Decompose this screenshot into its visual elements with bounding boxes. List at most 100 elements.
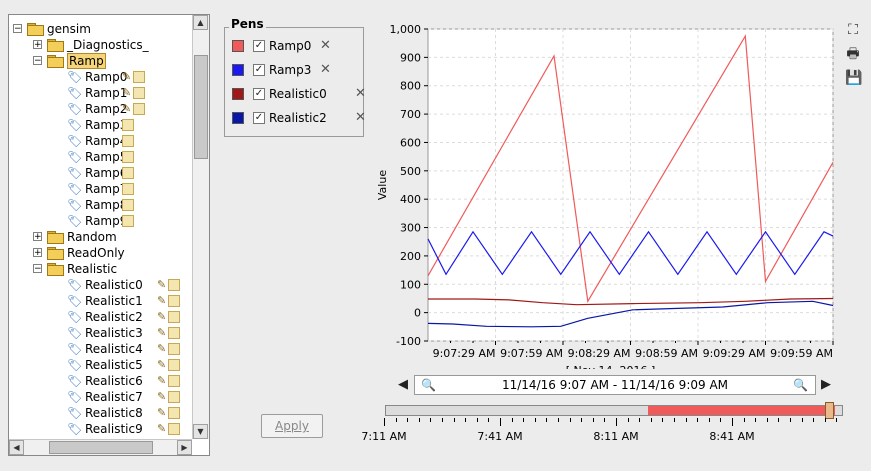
tag-properties-icon[interactable]	[168, 295, 180, 307]
pen-visible-checkbox[interactable]: ✓	[253, 112, 265, 124]
timeline-tick	[418, 418, 420, 422]
remove-pen-icon[interactable]: ✕	[355, 110, 366, 125]
tag-properties-icon[interactable]	[168, 327, 180, 339]
collapse-icon[interactable]: −	[33, 56, 42, 66]
expand-icon[interactable]: +	[33, 232, 42, 242]
pen-color-swatch[interactable]	[232, 64, 244, 76]
tree-tag-node[interactable]: 🏷 Ramp8	[9, 197, 192, 213]
remove-pen-icon[interactable]: ✕	[355, 86, 366, 101]
x-tick-label: 9:07:59 AM	[500, 347, 563, 360]
tree-tag-node[interactable]: 🏷 Ramp9	[9, 213, 192, 229]
timeline-handle[interactable]	[825, 402, 835, 419]
tree-node-label: Ramp7	[85, 182, 128, 196]
expand-icon[interactable]: +	[33, 248, 42, 258]
tree-tag-node[interactable]: 🏷 Realistic3 ✎	[9, 325, 192, 341]
tree-node-label: Ramp3	[85, 118, 128, 132]
pen-visible-checkbox[interactable]: ✓	[253, 64, 265, 76]
range-back-icon[interactable]: ◀	[398, 377, 408, 392]
series-line-ramp0[interactable]	[427, 34, 834, 304]
tag-properties-icon[interactable]	[168, 375, 180, 387]
zoom-in-icon[interactable]: 🔍	[793, 378, 808, 392]
pen-color-swatch[interactable]	[232, 112, 244, 124]
range-forward-icon[interactable]: ▶	[821, 377, 831, 392]
tree-tag-node[interactable]: 🏷 Realistic5 ✎	[9, 357, 192, 373]
timeline-tick	[546, 418, 548, 422]
remove-pen-icon[interactable]: ✕	[320, 38, 331, 53]
tree-tag-node[interactable]: 🏷 Ramp6	[9, 165, 192, 181]
tag-properties-icon[interactable]	[133, 87, 145, 99]
timeline-tick	[581, 418, 583, 422]
remove-pen-icon[interactable]: ✕	[320, 62, 331, 77]
tree-folder-node[interactable]: − gensim	[9, 21, 192, 37]
tag-properties-icon[interactable]	[122, 215, 134, 227]
timeline-bar[interactable]	[385, 402, 843, 419]
trend-chart[interactable]: -100 0 100 200 300 400 500 600 700 800 900 1,000 9:0…	[370, 14, 840, 369]
tag-properties-icon[interactable]	[133, 71, 145, 83]
tag-properties-icon[interactable]	[168, 311, 180, 323]
tag-properties-icon[interactable]	[168, 391, 180, 403]
tag-properties-icon[interactable]	[122, 151, 134, 163]
tag-properties-icon[interactable]	[122, 183, 134, 195]
tag-properties-icon[interactable]	[122, 135, 134, 147]
tree-folder-node[interactable]: − Realistic	[9, 261, 192, 277]
tree-tag-node[interactable]: 🏷 Ramp5	[9, 149, 192, 165]
timeline-selection[interactable]	[648, 406, 836, 415]
tree-tag-node[interactable]: 🏷 Realistic7 ✎	[9, 389, 192, 405]
tree-vertical-scrollbar[interactable]: ▲ ▼	[192, 15, 209, 439]
tag-properties-icon[interactable]	[168, 423, 180, 435]
tree-tag-node[interactable]: 🏷 Ramp4	[9, 133, 192, 149]
tag-icon: 🏷	[67, 374, 83, 388]
tag-properties-icon[interactable]	[122, 199, 134, 211]
tree-folder-node[interactable]: − Ramp	[9, 53, 192, 69]
tree-tag-node[interactable]: 🏷 Realistic8 ✎	[9, 405, 192, 421]
save-icon[interactable]: 💾	[845, 70, 863, 86]
tree-tag-node[interactable]: 🏷 Ramp3	[9, 117, 192, 133]
tag-properties-icon[interactable]	[168, 359, 180, 371]
pen-color-swatch[interactable]	[232, 88, 244, 100]
tree-tag-node[interactable]: 🏷 Realistic6 ✎	[9, 373, 192, 389]
tag-browser-tree[interactable]: − gensim + _Diagnostics_ − Ramp 🏷 Ramp0 ✎ 🏷 Ramp1 ✎…	[8, 14, 210, 456]
tree-tag-node[interactable]: 🏷 Ramp7	[9, 181, 192, 197]
tag-properties-icon[interactable]	[122, 119, 134, 131]
zoom-out-icon[interactable]: 🔍	[421, 378, 436, 392]
tag-properties-icon[interactable]	[133, 103, 145, 115]
pen-visible-checkbox[interactable]: ✓	[253, 40, 265, 52]
tree-tag-node[interactable]: 🏷 Realistic4 ✎	[9, 341, 192, 357]
tree-tag-node[interactable]: 🏷 Ramp1 ✎	[9, 85, 192, 101]
series-line-ramp3[interactable]	[427, 230, 834, 276]
tree-tag-node[interactable]: 🏷 Realistic9 ✎	[9, 421, 192, 437]
tree-tag-node[interactable]: 🏷 Ramp2 ✎	[9, 101, 192, 117]
collapse-icon[interactable]: −	[13, 24, 22, 34]
apply-button[interactable]: Apply	[261, 414, 323, 438]
tree-folder-node[interactable]: + _Diagnostics_	[9, 37, 192, 53]
scroll-up-icon[interactable]: ▲	[193, 15, 208, 30]
tree-tag-node[interactable]: 🏷 Realistic1 ✎	[9, 293, 192, 309]
scroll-right-icon[interactable]: ▶	[177, 440, 192, 455]
tag-properties-icon[interactable]	[122, 167, 134, 179]
history-pen-icon: ✎	[157, 310, 167, 323]
tree-horizontal-scrollbar[interactable]: ◀ ▶	[9, 439, 192, 455]
date-range-box[interactable]: 🔍 11/14/16 9:07 AM - 11/14/16 9:09 AM 🔍	[414, 375, 816, 395]
series-line-realistic2[interactable]	[427, 300, 834, 328]
fit-icon[interactable]: ⛶	[848, 22, 858, 38]
tag-properties-icon[interactable]	[168, 343, 180, 355]
pen-visible-checkbox[interactable]: ✓	[253, 88, 265, 100]
scroll-left-icon[interactable]: ◀	[9, 440, 24, 455]
tag-properties-icon[interactable]	[168, 279, 180, 291]
tag-icon: 🏷	[67, 278, 83, 292]
print-icon[interactable]: 🖶	[846, 46, 860, 62]
tree-tag-node[interactable]: 🏷 Realistic2 ✎	[9, 309, 192, 325]
expand-icon[interactable]: +	[33, 40, 42, 50]
tree-tag-node[interactable]: 🏷 Realistic0 ✎	[9, 277, 192, 293]
tree-folder-node[interactable]: + Random	[9, 229, 192, 245]
scroll-down-icon[interactable]: ▼	[193, 424, 208, 439]
pen-color-swatch[interactable]	[232, 40, 244, 52]
series-line-realistic0[interactable]	[428, 297, 834, 306]
tree-folder-node[interactable]: + ReadOnly	[9, 245, 192, 261]
collapse-icon[interactable]: −	[33, 264, 42, 274]
tag-properties-icon[interactable]	[168, 407, 180, 419]
horizontal-scroll-thumb[interactable]	[49, 441, 153, 454]
y-tick-label: 900	[400, 51, 421, 64]
vertical-scroll-thumb[interactable]	[194, 55, 208, 159]
tree-tag-node[interactable]: 🏷 Ramp0 ✎	[9, 69, 192, 85]
